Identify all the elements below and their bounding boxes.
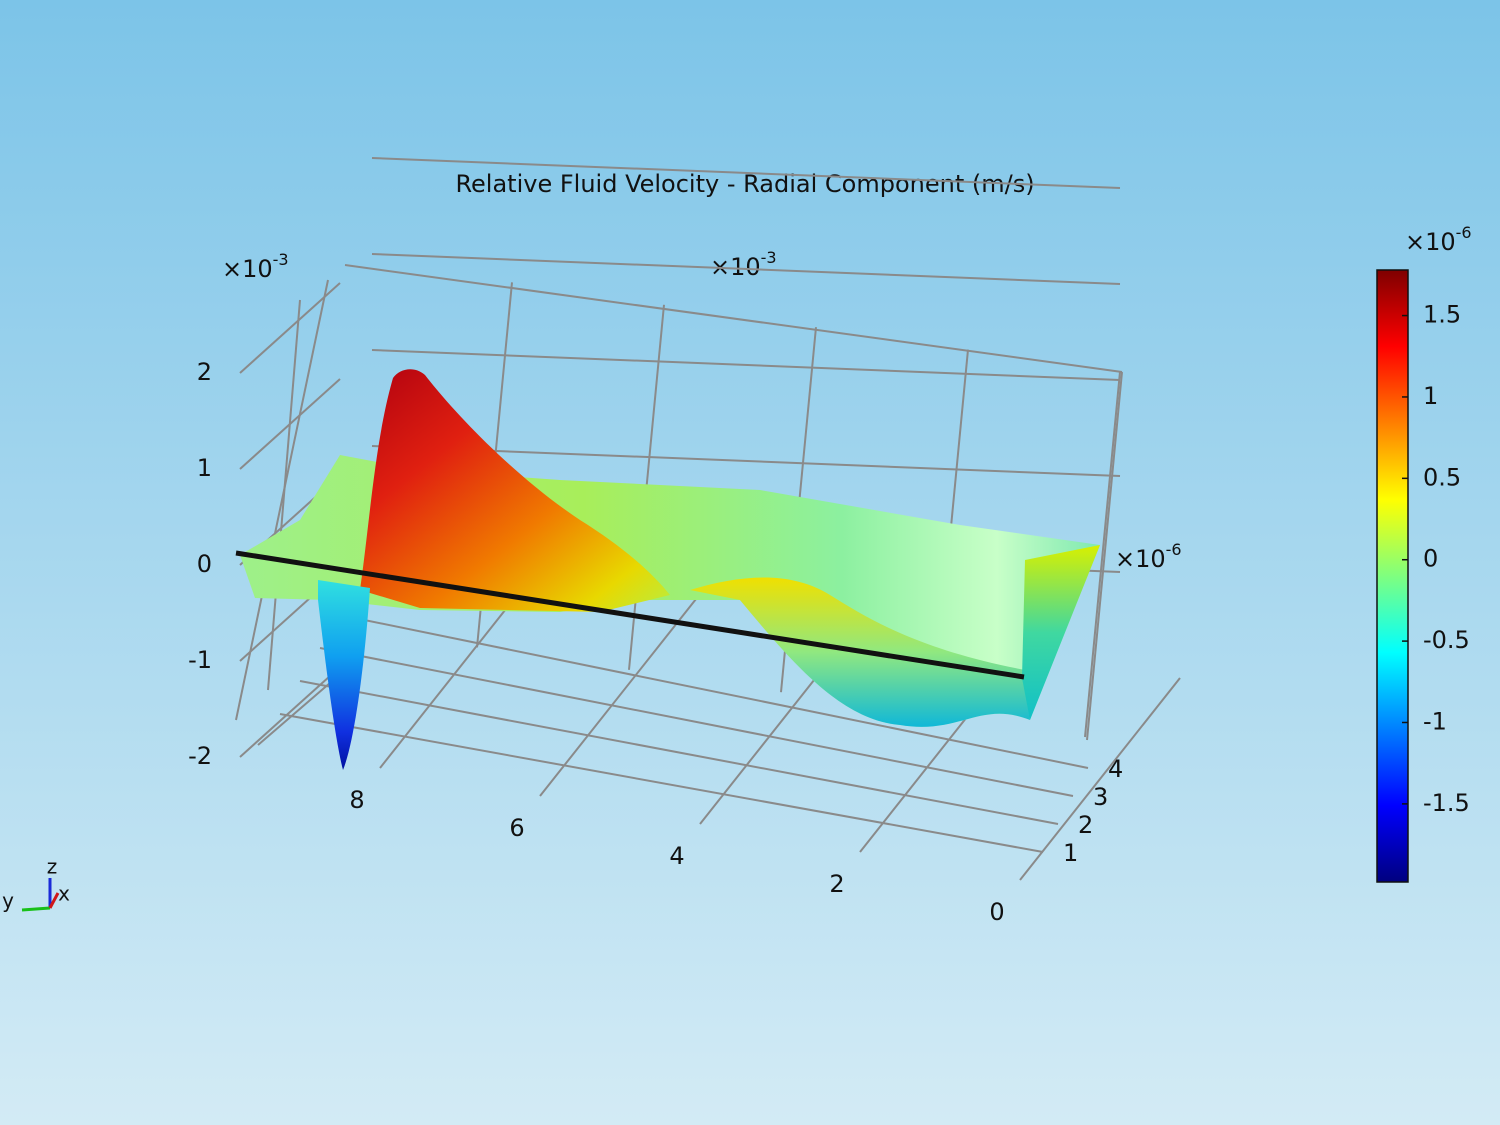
- z-tick-label: -2: [188, 742, 212, 770]
- z-tick-label: 2: [197, 358, 212, 386]
- grid-line: [1084, 371, 1121, 738]
- z-multiplier: ×10-3: [222, 250, 289, 284]
- surface: [235, 369, 1100, 770]
- colorbar-bar: [1376, 269, 1409, 883]
- grid-line: [279, 713, 1044, 853]
- colorbar-tick-label: -1.5: [1423, 789, 1470, 817]
- z-tick-label: 0: [197, 550, 212, 578]
- triad-z-label: z: [47, 855, 58, 879]
- x-tick-label: 0: [989, 898, 1004, 926]
- triad-x: [48, 892, 60, 909]
- y-tick-label: 2: [1078, 811, 1093, 839]
- triad-x-label: x: [58, 882, 70, 906]
- colorbar-tick-label: 1.5: [1423, 301, 1461, 329]
- grid-line: [539, 593, 701, 797]
- triad-y-label: y: [2, 889, 14, 913]
- colorbar-tick-label: -1: [1423, 707, 1447, 735]
- box-edge: [344, 264, 1123, 373]
- grid-line: [319, 647, 1074, 797]
- grid-line: [339, 614, 1089, 769]
- box-edge: [267, 299, 301, 691]
- chart-title: Relative Fluid Velocity - Radial Compone…: [455, 170, 1034, 198]
- x-tick-label: 4: [669, 842, 684, 870]
- colorbar-tick-label: 0.5: [1423, 463, 1461, 491]
- grid-line: [1019, 677, 1181, 881]
- y-tick-label: 4: [1108, 755, 1123, 783]
- axis-triad: z y x: [2, 855, 70, 913]
- x-tick-label: 6: [509, 814, 524, 842]
- x-tick-label: 2: [829, 870, 844, 898]
- x-tick-label: 8: [349, 786, 364, 814]
- surface-peak: [360, 369, 670, 612]
- grid-line: [371, 445, 1121, 477]
- box-edge: [1086, 371, 1123, 741]
- colorbar-tick-label: 1: [1423, 382, 1438, 410]
- triad-y: [21, 906, 51, 912]
- y-multiplier: ×10-6: [1115, 540, 1182, 574]
- cut-line: [235, 550, 1025, 680]
- surface-edge: [1022, 545, 1100, 720]
- grid-line: [239, 666, 341, 758]
- y-tick-label: 1: [1063, 839, 1078, 867]
- grid-line: [371, 157, 1121, 189]
- colorbar-tick-label: -0.5: [1423, 626, 1470, 654]
- box-edge: [235, 279, 329, 721]
- z-tick-label: 1: [197, 454, 212, 482]
- surface-trough: [318, 580, 370, 770]
- colorbar-tick-label: 0: [1423, 545, 1438, 573]
- grid-line: [299, 680, 1059, 825]
- x-multiplier: ×10-3: [710, 248, 777, 282]
- grid-line: [371, 349, 1121, 381]
- grid-line: [371, 253, 1121, 285]
- y-tick-label: 3: [1093, 783, 1108, 811]
- z-tick-label: -1: [188, 646, 212, 674]
- colorbar-multiplier: ×10-6: [1405, 223, 1472, 257]
- colorbar: ×10-6 -1.5 -1 -0.5 0 0.5 1 1.5: [1376, 223, 1472, 883]
